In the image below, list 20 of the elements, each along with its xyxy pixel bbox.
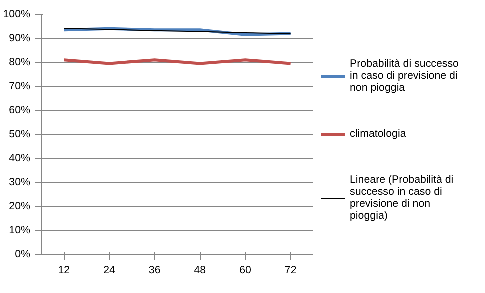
y-tick-label: 30% — [9, 176, 32, 188]
y-tick-label: 90% — [9, 32, 32, 44]
y-tick-label: 80% — [9, 56, 32, 68]
x-tick-label: 48 — [194, 264, 206, 276]
x-tick-label: 12 — [58, 264, 70, 276]
y-tick-label: 20% — [9, 200, 32, 212]
x-tick-label: 60 — [240, 264, 252, 276]
x-tick-label: 36 — [148, 264, 161, 276]
y-tick-label: 40% — [9, 152, 32, 164]
y-tick-label: 100% — [3, 8, 32, 20]
y-tick-label: 70% — [9, 80, 32, 92]
legend-label: Probabilità di successo in caso di previsione di non pioggia — [350, 58, 459, 94]
legend-label: Lineare (Probabilità di successo in caso di previsione di non pioggia) — [350, 174, 454, 222]
y-tick-label: 50% — [9, 128, 32, 140]
legend-label: climatologia — [350, 128, 406, 140]
x-tick-label: 72 — [284, 264, 297, 276]
y-tick-label: 60% — [9, 104, 32, 116]
x-tick-label: 24 — [104, 264, 116, 276]
y-tick-label: 0% — [15, 248, 32, 260]
y-tick-label: 10% — [9, 224, 32, 236]
